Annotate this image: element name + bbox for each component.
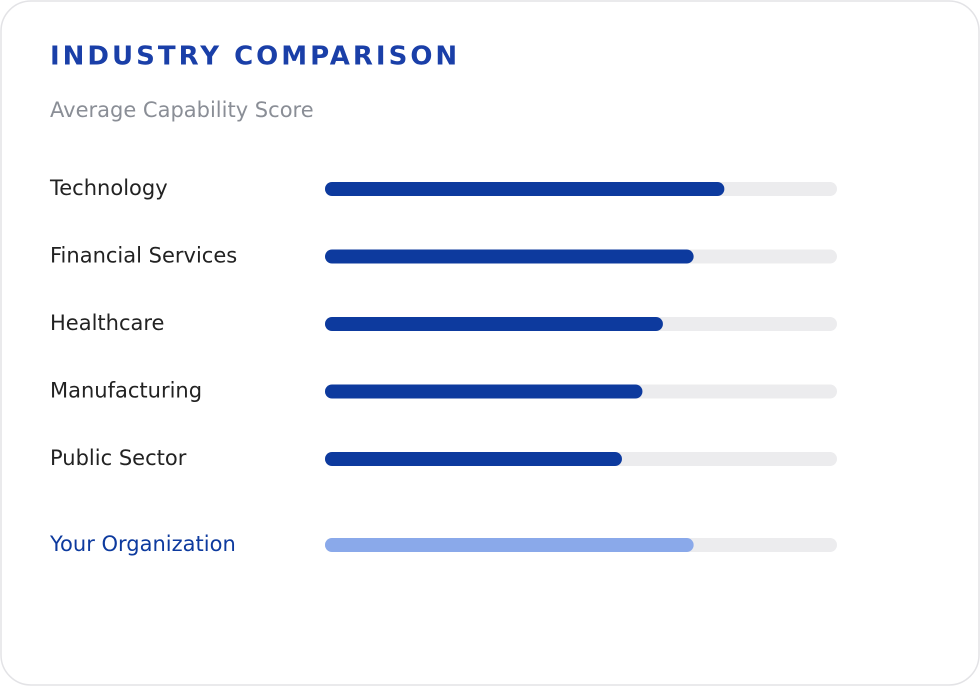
chart-subtitle: Average Capability Score — [50, 98, 314, 122]
category-label: Public Sector — [50, 446, 187, 470]
category-label: Technology — [49, 176, 168, 200]
category-label: Healthcare — [50, 311, 164, 335]
category-label: Financial Services — [50, 244, 237, 268]
bar — [325, 249, 694, 264]
category-label: Your Organization — [49, 532, 236, 556]
bar — [325, 384, 643, 399]
bar — [325, 182, 725, 196]
category-label: Manufacturing — [50, 379, 202, 403]
bar — [325, 452, 622, 466]
chart-title: INDUSTRY COMPARISON — [50, 42, 460, 72]
bar — [325, 538, 694, 552]
bar — [325, 317, 663, 331]
